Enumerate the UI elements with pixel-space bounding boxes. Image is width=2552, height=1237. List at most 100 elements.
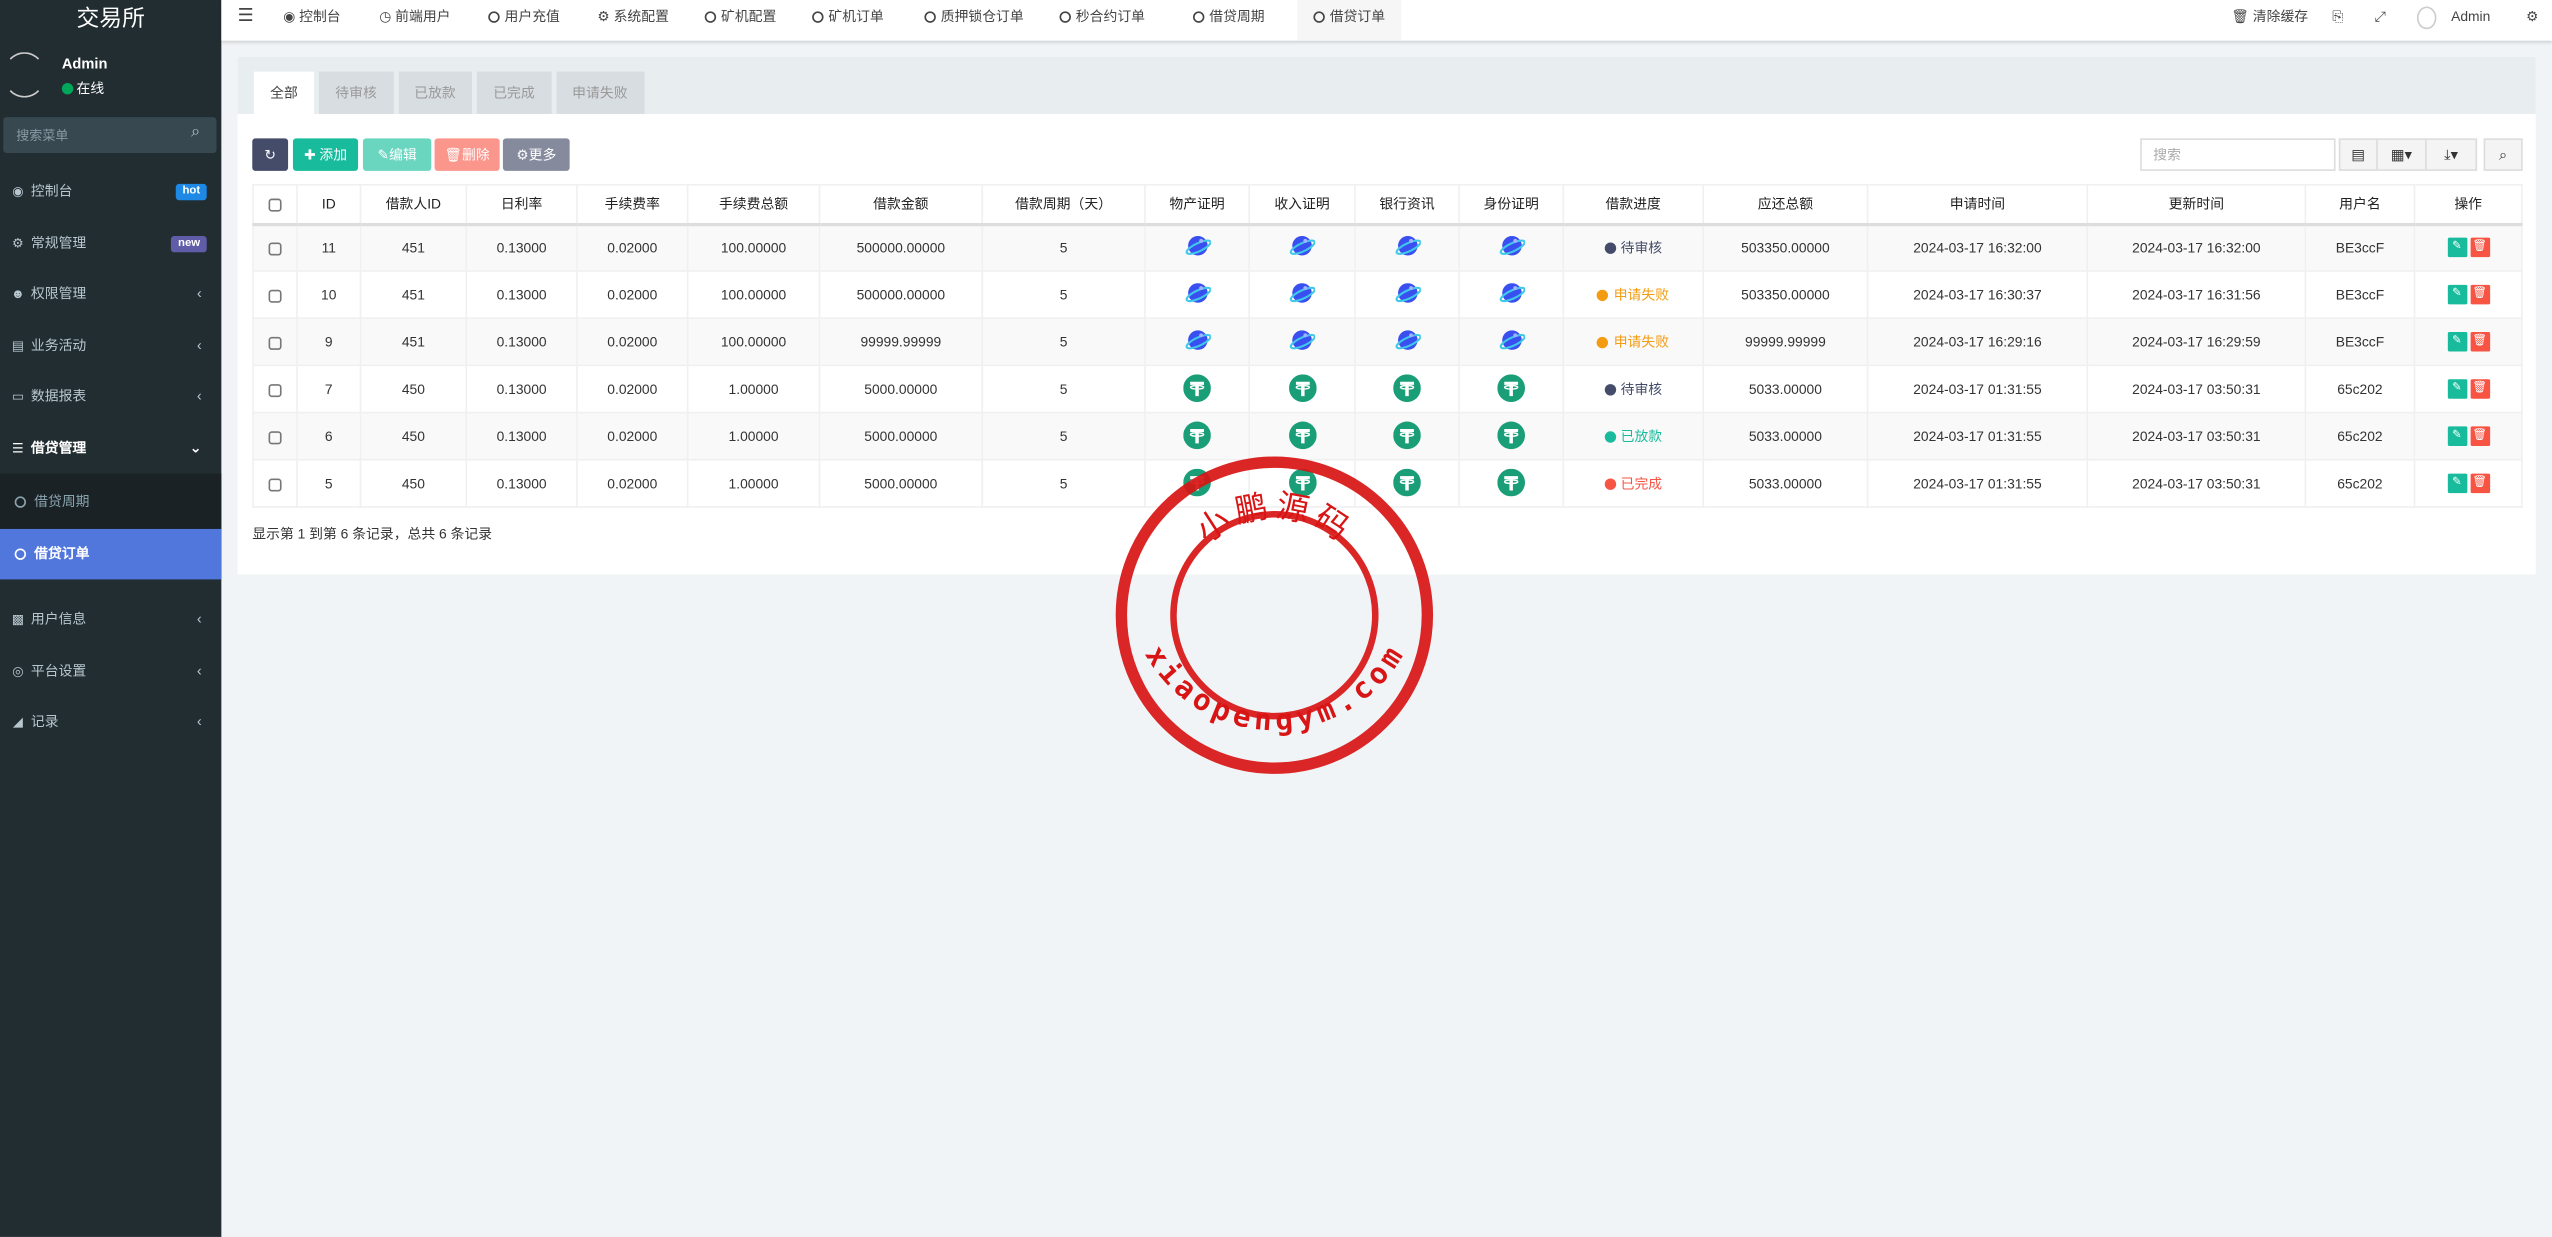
topnav-tab-1[interactable]: ◷ 前端用户 (379, 8, 451, 25)
translate-icon[interactable]: ⎘ (2332, 8, 2344, 25)
table-search-input[interactable]: 搜索 (2140, 138, 2336, 171)
delete-row-button[interactable]: 🗑︎ (2469, 473, 2490, 494)
advanced-search-button[interactable]: ⌕ (2483, 138, 2523, 171)
proof-image[interactable] (1144, 364, 1250, 414)
column-header[interactable]: 物产证明 (1144, 183, 1250, 226)
tab-4[interactable]: 申请失败 (555, 71, 644, 114)
edit-row-button[interactable]: ✎ (2447, 426, 2467, 446)
topnav-tab-6[interactable]: 质押锁仓订单 (924, 0, 1024, 41)
column-header[interactable]: 银行资讯 (1354, 183, 1460, 226)
sidebar-item-3[interactable]: ▤ 业务活动 ‹ (0, 320, 221, 371)
delete-row-button[interactable]: 🗑︎ (2469, 379, 2490, 399)
row-checkbox[interactable] (252, 364, 298, 414)
sidebar-item-1[interactable]: ⚙ 常规管理 new (0, 217, 221, 268)
more-button[interactable]: ⚙更多 (502, 138, 570, 171)
proof-image[interactable] (1144, 411, 1250, 461)
column-header[interactable]: 借款进度 (1562, 183, 1705, 226)
proof-image[interactable] (1458, 411, 1565, 461)
column-header[interactable]: 手续费总额 (686, 183, 821, 226)
topnav-tab-0[interactable]: ◉ 控制台 (283, 8, 341, 25)
sidebar-item-2[interactable]: ☻ 权限管理 ‹ (0, 269, 221, 320)
proof-image[interactable] (1144, 222, 1250, 272)
edit-row-button[interactable]: ✎ (2447, 238, 2467, 258)
proof-image[interactable] (1354, 411, 1460, 461)
sidebar-item-7[interactable]: ◎ 平台设置 ‹ (0, 645, 221, 696)
delete-row-button[interactable]: 🗑︎ (2469, 426, 2490, 446)
clear-cache-button[interactable]: 🗑︎ 清除缓存 (2231, 8, 2309, 25)
proof-image[interactable] (1354, 270, 1460, 319)
proof-image[interactable] (1458, 364, 1565, 414)
column-header[interactable]: 应还总额 (1702, 183, 1869, 226)
topnav-tab-4[interactable]: 矿机配置 (704, 0, 776, 41)
delete-button[interactable]: 🗑︎删除 (434, 138, 500, 171)
delete-row-button[interactable]: 🗑︎ (2469, 238, 2490, 258)
column-header[interactable]: 借款人ID (359, 183, 468, 226)
row-checkbox[interactable] (252, 270, 298, 319)
column-header[interactable]: ID (296, 183, 362, 226)
sidebar-item-8[interactable]: ◢ 记录 ‹ (0, 697, 221, 748)
sidebar-item-5[interactable]: ☰ 借贷管理 ⌄ (0, 422, 221, 473)
refresh-button[interactable]: ↻ (252, 138, 289, 171)
column-header[interactable]: 借款金额 (818, 183, 984, 226)
select-all-checkbox[interactable] (252, 183, 298, 226)
row-checkbox[interactable] (252, 317, 298, 367)
settings-gear-icon[interactable]: ⚙ (2525, 8, 2539, 25)
delete-row-button[interactable]: 🗑︎ (2469, 284, 2490, 305)
proof-image[interactable] (1248, 411, 1356, 461)
add-button[interactable]: ✚ 添加 (292, 138, 359, 171)
proof-image[interactable] (1144, 270, 1250, 319)
topnav-tab-7[interactable]: 秒合约订单 (1059, 0, 1145, 41)
sidebar-subitem-1[interactable]: 借贷订单 (0, 528, 222, 580)
tab-0[interactable]: 全部 (253, 71, 315, 114)
sidebar-search-input[interactable]: 搜索菜单 ⌕ (3, 117, 217, 153)
column-header[interactable]: 收入证明 (1248, 183, 1356, 226)
proof-image[interactable] (1354, 222, 1460, 272)
admin-avatar[interactable] (2416, 6, 2437, 30)
column-header[interactable]: 日利率 (465, 183, 578, 226)
proof-image[interactable] (1354, 317, 1460, 367)
column-header[interactable]: 借款周期（天） (981, 183, 1146, 226)
proof-image[interactable] (1248, 458, 1356, 508)
app-logo[interactable]: 交易所 (76, 4, 145, 31)
column-header[interactable]: 用户名 (2304, 183, 2416, 226)
proof-image[interactable] (1248, 364, 1356, 414)
proof-image[interactable] (1248, 270, 1356, 319)
edit-row-button[interactable]: ✎ (2447, 379, 2467, 399)
edit-row-button[interactable]: ✎ (2447, 332, 2467, 352)
topnav-tab-8[interactable]: 借贷周期 (1192, 0, 1265, 41)
proof-image[interactable] (1354, 364, 1460, 414)
admin-menu[interactable]: Admin (2451, 8, 2491, 25)
fullscreen-icon[interactable]: ⤢ (2374, 8, 2386, 25)
row-checkbox[interactable] (252, 458, 298, 508)
tab-3[interactable]: 已完成 (476, 71, 552, 114)
topnav-tab-3[interactable]: ⚙ 系统配置 (597, 8, 669, 25)
column-header[interactable]: 申请时间 (1866, 183, 2089, 226)
proof-image[interactable] (1248, 317, 1356, 367)
toggle-view-button[interactable]: ▤ (2338, 138, 2378, 171)
search-icon[interactable]: ⌕ (191, 123, 201, 142)
sidebar-item-4[interactable]: ▭ 数据报表 ‹ (0, 371, 221, 422)
proof-image[interactable] (1458, 222, 1565, 272)
proof-image[interactable] (1458, 458, 1565, 508)
proof-image[interactable] (1354, 458, 1460, 508)
delete-row-button[interactable]: 🗑︎ (2469, 332, 2490, 352)
edit-row-button[interactable]: ✎ (2447, 284, 2467, 305)
tab-2[interactable]: 已放款 (397, 71, 473, 114)
export-button[interactable]: ⤓▾ (2425, 138, 2478, 171)
column-header[interactable]: 操作 (2413, 183, 2523, 226)
proof-image[interactable] (1458, 317, 1565, 367)
proof-image[interactable] (1144, 317, 1250, 367)
topnav-tab-9[interactable]: 借贷订单 (1297, 0, 1402, 41)
sidebar-item-0[interactable]: ◉ 控制台 hot (0, 166, 221, 217)
column-header[interactable]: 身份证明 (1458, 183, 1565, 226)
columns-button[interactable]: ▦▾ (2376, 138, 2427, 171)
row-checkbox[interactable] (252, 411, 298, 461)
tab-1[interactable]: 待审核 (319, 71, 394, 114)
sidebar-item-6[interactable]: ▩ 用户信息 ‹ (0, 594, 221, 645)
proof-image[interactable] (1248, 222, 1356, 272)
menu-toggle-icon[interactable]: ☰ (237, 6, 254, 27)
proof-image[interactable] (1144, 458, 1250, 508)
row-checkbox[interactable] (252, 222, 298, 272)
column-header[interactable]: 手续费率 (576, 183, 689, 226)
edit-button[interactable]: ✎编辑 (362, 138, 432, 171)
